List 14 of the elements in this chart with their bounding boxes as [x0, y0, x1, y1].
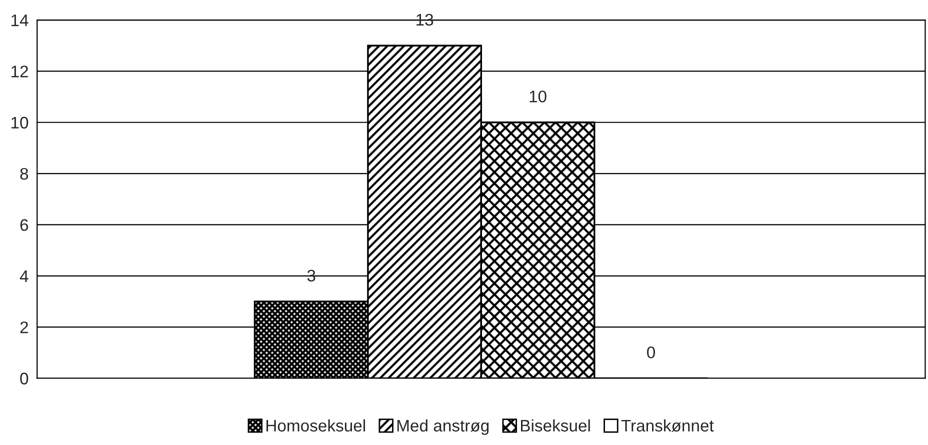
data-label: 0 — [647, 346, 655, 358]
legend-label: Transkønnet — [621, 419, 714, 432]
y-tick-label: 2 — [20, 321, 28, 334]
y-tick-label: 10 — [12, 116, 28, 129]
legend-label: Homoseksuel — [266, 419, 365, 432]
y-tick-label: 8 — [20, 168, 28, 180]
legend-label: Med anstrøg — [397, 419, 489, 435]
y-tick-label: 12 — [12, 66, 28, 78]
legend-label: Biseksuel — [521, 419, 590, 432]
y-tick-label: 4 — [20, 270, 28, 282]
y-tick-label: 6 — [20, 219, 28, 231]
data-label: 10 — [530, 90, 546, 102]
y-tick-label: 0 — [20, 372, 28, 384]
y-tick-label: 14 — [12, 14, 28, 26]
